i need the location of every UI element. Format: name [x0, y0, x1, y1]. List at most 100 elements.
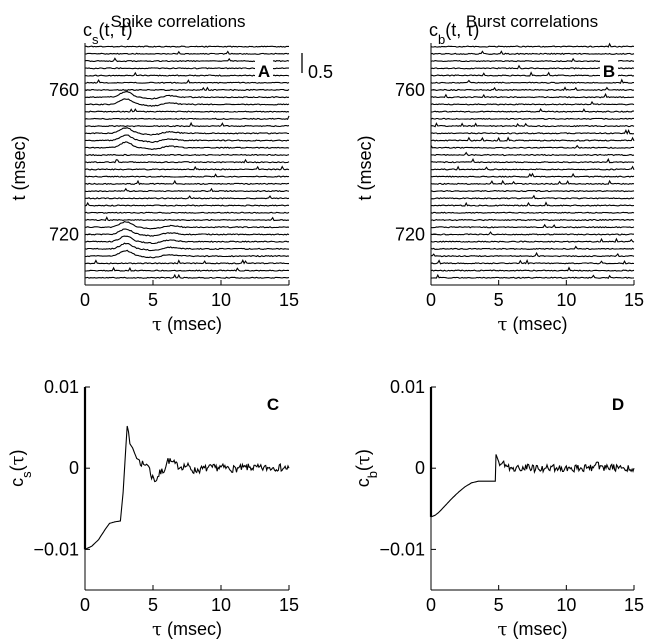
correlation-trace	[430, 223, 635, 229]
x-tick-label: 10	[556, 290, 576, 310]
correlation-trace	[84, 134, 290, 143]
x-tick-label: 15	[279, 595, 299, 615]
correlation-trace	[430, 237, 635, 243]
y-axis-label-greek: τ	[353, 455, 374, 465]
y-axis-label-close: )	[7, 449, 27, 455]
y-tick-label: 0.01	[44, 377, 79, 397]
correlation-trace	[430, 78, 634, 84]
correlation-trace	[430, 266, 635, 272]
correlation-trace	[84, 86, 290, 92]
y-axis-label-sub: s	[19, 471, 34, 478]
x-axis-label: τ (msec)	[498, 314, 568, 335]
correlation-trace	[84, 179, 290, 186]
y-axis-label: t (msec)	[9, 136, 29, 201]
correlation-trace	[84, 127, 289, 136]
x-axis-label-greek: τ	[498, 619, 508, 640]
y-axis-label-greek: τ	[7, 455, 28, 465]
x-axis-label-rest: (msec)	[507, 619, 567, 639]
x-tick-label: 5	[148, 595, 158, 615]
y-tick-label: 0	[69, 458, 79, 478]
correlation-trace	[430, 92, 634, 99]
correlation-trace	[430, 165, 635, 171]
correlation-trace	[430, 218, 635, 222]
y-tick-label: −0.01	[33, 539, 79, 559]
x-axis-label-greek: τ	[152, 314, 162, 335]
panel-letter: C	[267, 395, 279, 414]
title-burst-correlations: Burst correlations	[466, 12, 598, 31]
y-axis-label-base: c	[353, 478, 373, 487]
x-tick-label: 10	[556, 595, 576, 615]
y-axis-label-open: (	[353, 465, 373, 471]
correlation-trace	[84, 273, 290, 279]
correlation-trace	[84, 108, 290, 113]
correlation-trace	[84, 211, 290, 214]
x-axis-label-rest: (msec)	[162, 619, 222, 639]
correlation-trace	[430, 157, 635, 164]
correlation-trace	[84, 173, 290, 178]
scale-bar-label: 0.5	[308, 62, 333, 82]
y-tick-label: 0	[415, 458, 425, 478]
x-tick-label: 0	[80, 595, 90, 615]
x-axis-label: τ (msec)	[152, 314, 222, 335]
correlation-trace	[430, 172, 635, 178]
correlation-trace	[430, 231, 634, 236]
y-axis-label-base: c	[7, 478, 27, 487]
correlation-trace	[430, 86, 635, 92]
correlation-trace	[84, 78, 290, 84]
correlation-trace	[431, 108, 634, 113]
correlation-trace	[84, 235, 290, 245]
correlation-trace	[430, 273, 635, 280]
panel-letter: D	[612, 395, 624, 414]
x-tick-label: 15	[624, 595, 644, 615]
correlation-trace	[430, 50, 635, 55]
y-axis-label-close: )	[353, 449, 373, 455]
correlation-trace	[84, 165, 290, 171]
x-axis-label-greek: τ	[152, 619, 162, 640]
correlation-trace	[430, 117, 634, 120]
x-tick-label: 0	[426, 595, 436, 615]
y-tick-label: 0.01	[390, 377, 425, 397]
correlation-trace	[84, 259, 289, 265]
x-axis-label-rest: (msec)	[162, 314, 222, 334]
correlation-trace	[430, 122, 635, 128]
correlation-trace	[84, 242, 290, 252]
title-spike-correlations: Spike correlations	[110, 12, 245, 31]
correlation-trace	[430, 201, 635, 207]
x-axis-label-rest: (msec)	[507, 314, 567, 334]
trace-label-rest: (t, τ)	[445, 20, 479, 40]
correlation-trace	[430, 151, 635, 157]
correlation-trace	[430, 144, 634, 149]
y-tick-label: −0.01	[379, 539, 425, 559]
x-tick-label: 10	[211, 595, 231, 615]
trace-label: cs(t, τ)	[83, 20, 133, 47]
panel-b: 720 760 0 5 10 15 Bcb(t, τ) τ (msec) t (msec)	[355, 20, 644, 335]
correlation-trace	[430, 136, 635, 142]
x-tick-label: 10	[211, 290, 231, 310]
correlation-trace	[84, 115, 290, 121]
y-axis-label-open: (	[7, 465, 27, 471]
y-axis-label-sub: b	[365, 471, 380, 478]
y-tick-label: 760	[49, 80, 79, 100]
correlation-trace	[85, 249, 290, 259]
correlation-trace	[430, 179, 635, 186]
correlation-trace	[430, 245, 635, 251]
correlation-trace	[430, 42, 635, 48]
x-axis-label: τ (msec)	[152, 619, 222, 640]
correlation-trace	[84, 216, 290, 222]
x-axis-label: τ (msec)	[498, 619, 568, 640]
correlation-trace	[84, 153, 290, 157]
correlation-trace	[84, 45, 289, 48]
correlation-line	[430, 454, 635, 518]
panel-letter: B	[603, 62, 615, 81]
trace-label-sub: s	[92, 32, 99, 47]
x-tick-label: 5	[494, 595, 504, 615]
correlation-trace	[85, 266, 290, 272]
correlation-trace	[84, 201, 290, 207]
correlation-trace	[84, 50, 290, 55]
y-axis-label: cs(τ)	[7, 449, 34, 486]
correlation-trace	[84, 187, 290, 193]
correlation-trace	[430, 189, 635, 193]
y-tick-label: 760	[395, 80, 425, 100]
